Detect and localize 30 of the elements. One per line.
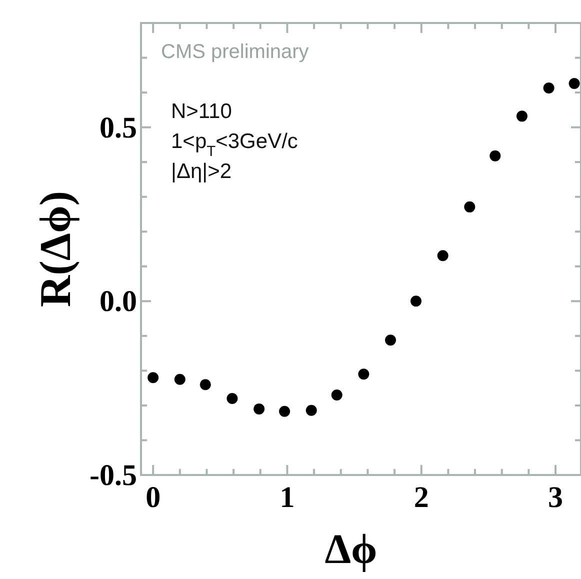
x-tick-label: 0 <box>146 481 161 514</box>
point <box>358 368 370 380</box>
y-axis-title: R(Δϕ) <box>31 190 80 308</box>
point <box>331 390 342 401</box>
x-axis-title: Δϕ <box>324 527 378 573</box>
point <box>306 404 317 416</box>
point <box>279 406 290 417</box>
y-tick-label: 0.0 <box>100 285 137 318</box>
x-tick-label: 2 <box>414 481 429 514</box>
point <box>543 82 554 94</box>
annotation: |Δη|>2 <box>171 160 232 183</box>
annotation: 1<p$_{T}$<3GeV/c <box>171 130 298 160</box>
point <box>568 78 580 89</box>
point <box>254 403 265 414</box>
point <box>226 393 238 404</box>
y-tick-label: -0.5 <box>90 459 137 492</box>
y-tick-label: 0.5 <box>100 111 137 144</box>
point <box>464 201 476 212</box>
annotation: N>110 <box>171 100 232 123</box>
point <box>490 150 501 162</box>
point <box>437 250 448 262</box>
point <box>516 110 528 122</box>
point <box>385 334 396 346</box>
point <box>410 296 422 307</box>
point <box>200 379 211 390</box>
x-tick-label: 3 <box>548 481 564 514</box>
point <box>174 374 186 385</box>
annotation: CMS preliminary <box>161 41 309 63</box>
point <box>148 372 159 384</box>
x-tick-label: 1 <box>280 481 295 514</box>
